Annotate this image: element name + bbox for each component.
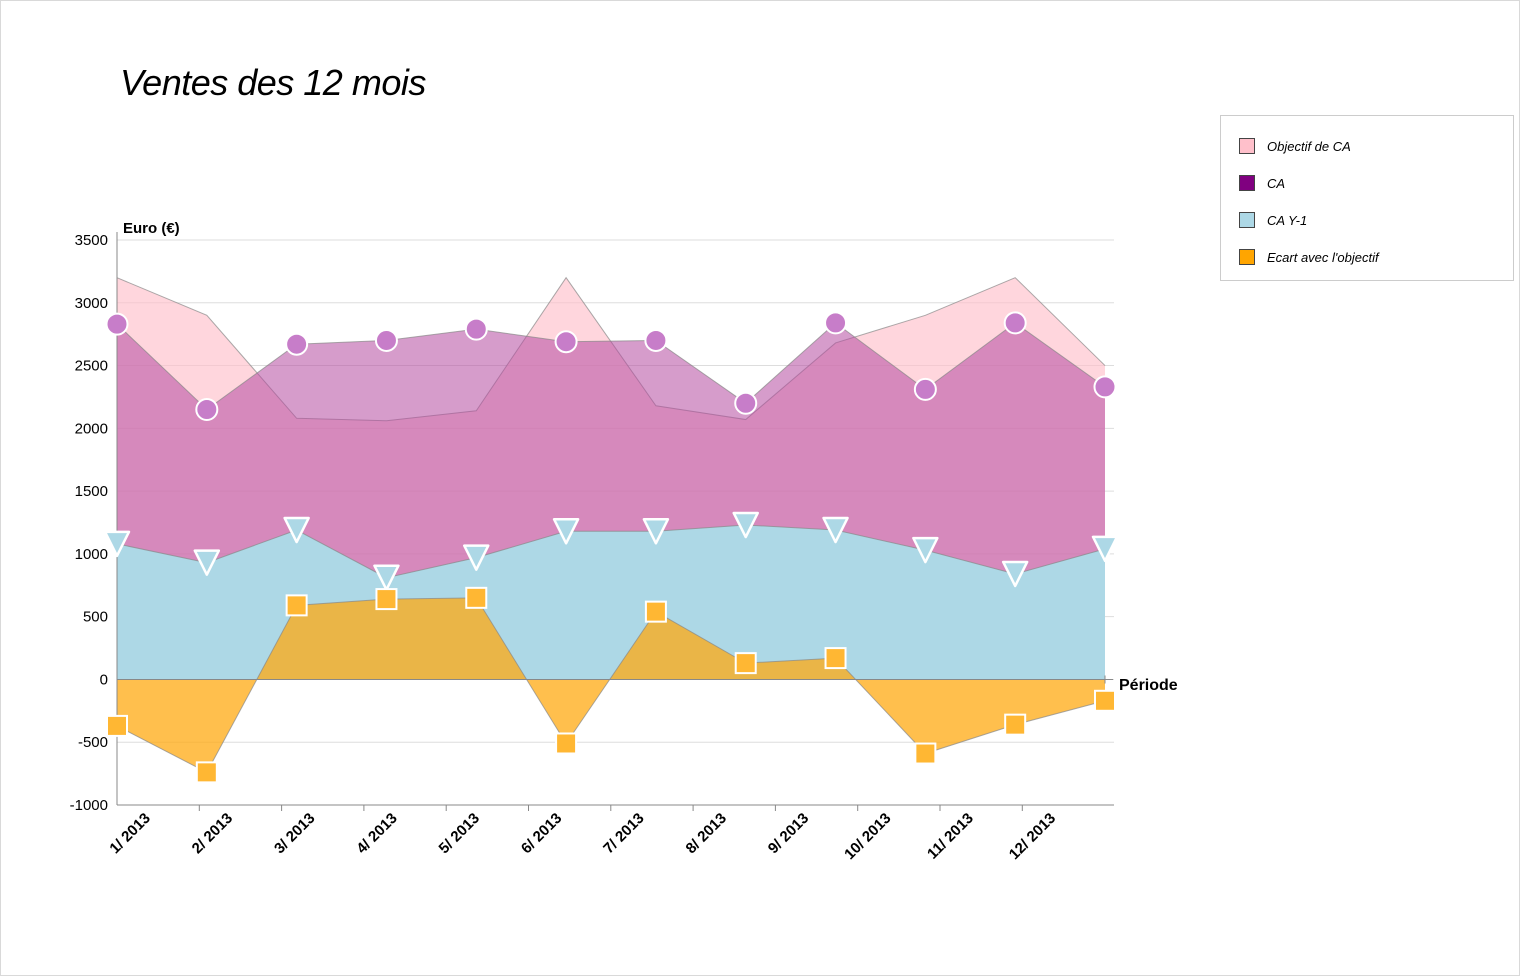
marker-ca-9 [824, 311, 848, 335]
y-tick-label: 1000 [75, 546, 108, 563]
chart-title: Ventes des 12 mois [120, 62, 426, 103]
legend-swatch-ecart [1239, 249, 1255, 265]
x-tick-label: 7/ 2013 [600, 810, 647, 857]
marker-ecart-2 [195, 761, 218, 784]
marker-ecart-9 [824, 647, 847, 670]
marker-ca-y1-9 [822, 516, 849, 544]
marker-ecart-10 [914, 742, 937, 765]
legend-swatch-ca [1239, 175, 1255, 191]
y-tick-label: 1500 [75, 483, 108, 500]
legend: Objectif de CA CA CA Y-1 Ecart avec l'ob… [1220, 115, 1514, 281]
legend-item-ca-y1: CA Y-1 [1239, 210, 1307, 230]
marker-ecart-3 [285, 594, 308, 617]
marker-ca-1 [105, 312, 129, 336]
legend-label-ca: CA [1267, 175, 1286, 191]
marker-ecart-8 [734, 652, 757, 675]
marker-ca-5 [464, 317, 488, 341]
marker-ca-y1-6 [552, 518, 580, 545]
area-ca-y1-line [116, 524, 1106, 579]
y-tick-label: 3000 [75, 295, 108, 312]
marker-ca-y1-2 [193, 549, 221, 576]
x-tick-label: 4/ 2013 [353, 810, 400, 857]
marker-ca-y1-7 [642, 518, 670, 545]
y-tick-label: 500 [83, 609, 108, 626]
marker-ecart-5 [465, 586, 488, 609]
legend-label-objectif: Objectif de CA [1267, 138, 1351, 154]
x-tick-label: 3/ 2013 [271, 810, 318, 857]
marker-ca-11 [1003, 311, 1027, 335]
marker-ca-10 [913, 377, 937, 401]
x-tick-label: 11/ 2013 [924, 810, 977, 863]
marker-ca-7 [644, 328, 668, 352]
legend-swatch-ca-y1 [1239, 212, 1255, 228]
y-tick-label: 0 [100, 671, 108, 688]
marker-ecart-11 [1004, 713, 1027, 736]
marker-ca-y1-11 [1001, 560, 1029, 588]
x-tick-label: 2/ 2013 [189, 810, 236, 857]
x-tick-label: 10/ 2013 [841, 810, 894, 863]
marker-ca-y1-5 [463, 544, 490, 571]
marker-ecart-7 [644, 600, 667, 623]
y-tick-label: 3500 [75, 232, 108, 249]
marker-ca-y1-8 [732, 511, 759, 539]
legend-label-ca-y1: CA Y-1 [1267, 212, 1308, 228]
marker-ecart-1 [106, 714, 128, 737]
area-ca-line [116, 322, 1106, 411]
marker-ca-y1-3 [283, 516, 310, 544]
marker-ecart-4 [375, 588, 398, 611]
marker-ca-y1-12 [1091, 535, 1119, 563]
marker-ca-12 [1093, 375, 1117, 399]
series-areas [116, 276, 1106, 774]
series-markers [103, 311, 1119, 784]
area-ecart-line [116, 597, 1106, 774]
legend-item-objectif: Objectif de CA [1239, 136, 1351, 156]
marker-ca-y1-1 [103, 530, 131, 558]
marker-ca-y1-4 [373, 564, 400, 591]
marker-ca-3 [285, 332, 309, 356]
marker-ca-4 [374, 328, 398, 352]
marker-ca-y1-10 [912, 536, 939, 564]
x-tick-label: 5/ 2013 [436, 810, 483, 857]
x-tick-label: 12/ 2013 [1006, 810, 1059, 863]
y-tick-label: -500 [78, 734, 108, 751]
y-tick-label: 2500 [75, 358, 108, 375]
legend-item-ecart: Ecart avec l'objectif [1239, 247, 1379, 267]
marker-ca-8 [734, 391, 758, 415]
marker-ecart-12 [1094, 689, 1116, 712]
legend-label-ecart: Ecart avec l'objectif [1267, 249, 1379, 265]
area-ecart [117, 597, 1105, 773]
legend-item-ca: CA [1239, 173, 1285, 193]
y-tick-label: -1000 [70, 797, 108, 814]
y-tick-label: 2000 [75, 420, 108, 437]
marker-ecart-6 [555, 732, 578, 755]
x-tick-label: 9/ 2013 [765, 810, 812, 857]
x-tick-label: 8/ 2013 [683, 810, 730, 857]
x-tick-label: 1/ 2013 [106, 810, 153, 857]
x-axis-title: Période [1119, 677, 1178, 694]
marker-ca-2 [195, 398, 219, 421]
legend-swatch-objectif [1239, 138, 1255, 154]
y-axis-title: Euro (€) [123, 220, 180, 237]
marker-ca-6 [554, 330, 578, 354]
x-tick-label: 6/ 2013 [518, 810, 565, 857]
